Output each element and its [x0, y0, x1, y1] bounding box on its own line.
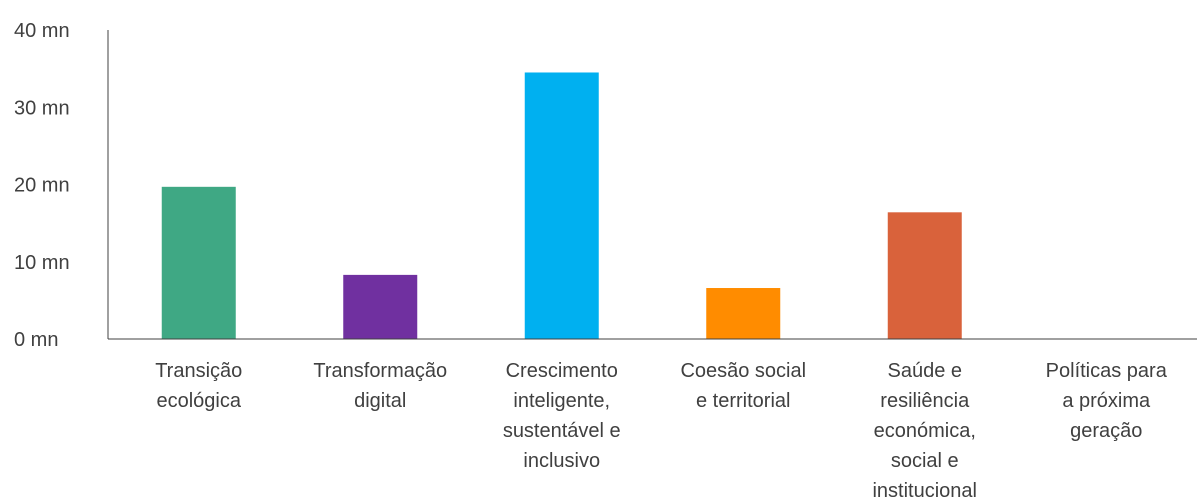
x-tick-label-line: económica, [874, 420, 976, 442]
y-tick-label: 40 mn [14, 20, 70, 42]
x-tick-label-line: geração [1070, 420, 1142, 442]
bar [888, 212, 962, 339]
x-tick-label-line: digital [354, 390, 406, 412]
x-tick-label-line: e territorial [696, 390, 790, 412]
x-tick-label-line: Crescimento [506, 360, 618, 382]
bar [706, 288, 780, 339]
y-tick-label: 0 mn [14, 329, 58, 351]
x-tick-label-line: inclusivo [523, 450, 600, 472]
y-tick-label: 20 mn [14, 175, 70, 197]
bar [343, 275, 417, 339]
x-tick-label-line: ecológica [156, 390, 241, 412]
x-tick-label: Coesão social e territorial [680, 360, 806, 412]
x-tick-label: Transição ecológica [155, 360, 242, 412]
x-tick-label: Crescimento inteligente, sustentável e incl… [503, 360, 621, 472]
x-tick-label: Políticas para a próxima geração [1046, 360, 1168, 442]
x-tick-label-line: resiliência [880, 390, 970, 412]
bar [525, 72, 599, 339]
bar [162, 187, 236, 339]
x-tick-label-line: Transição [155, 360, 242, 382]
y-tick-label: 30 mn [14, 97, 70, 119]
x-tick-label-line: institucional [872, 480, 977, 502]
x-tick-label-line: Transformação [313, 360, 447, 382]
x-tick-label-line: Políticas para [1046, 360, 1168, 382]
x-tick-label-line: Coesão social [680, 360, 806, 382]
x-tick-label-line: social e [891, 450, 959, 472]
y-axis: 0 mn 10 mn 20 mn 30 mn 40 mn [14, 20, 108, 351]
bars [162, 72, 962, 339]
x-tick-label-line: a próxima [1062, 390, 1151, 412]
x-tick-label: Transformação digital [313, 360, 447, 412]
y-tick-label: 10 mn [14, 252, 70, 274]
x-tick-label: Saúde e resiliência económica, social e inst… [872, 360, 977, 502]
x-tick-label-line: inteligente, [513, 390, 610, 412]
x-tick-label-line: Saúde e [887, 360, 962, 382]
x-tick-label-line: sustentável e [503, 420, 621, 442]
x-axis: Transição ecológica Transformação digital Cr… [108, 339, 1197, 502]
